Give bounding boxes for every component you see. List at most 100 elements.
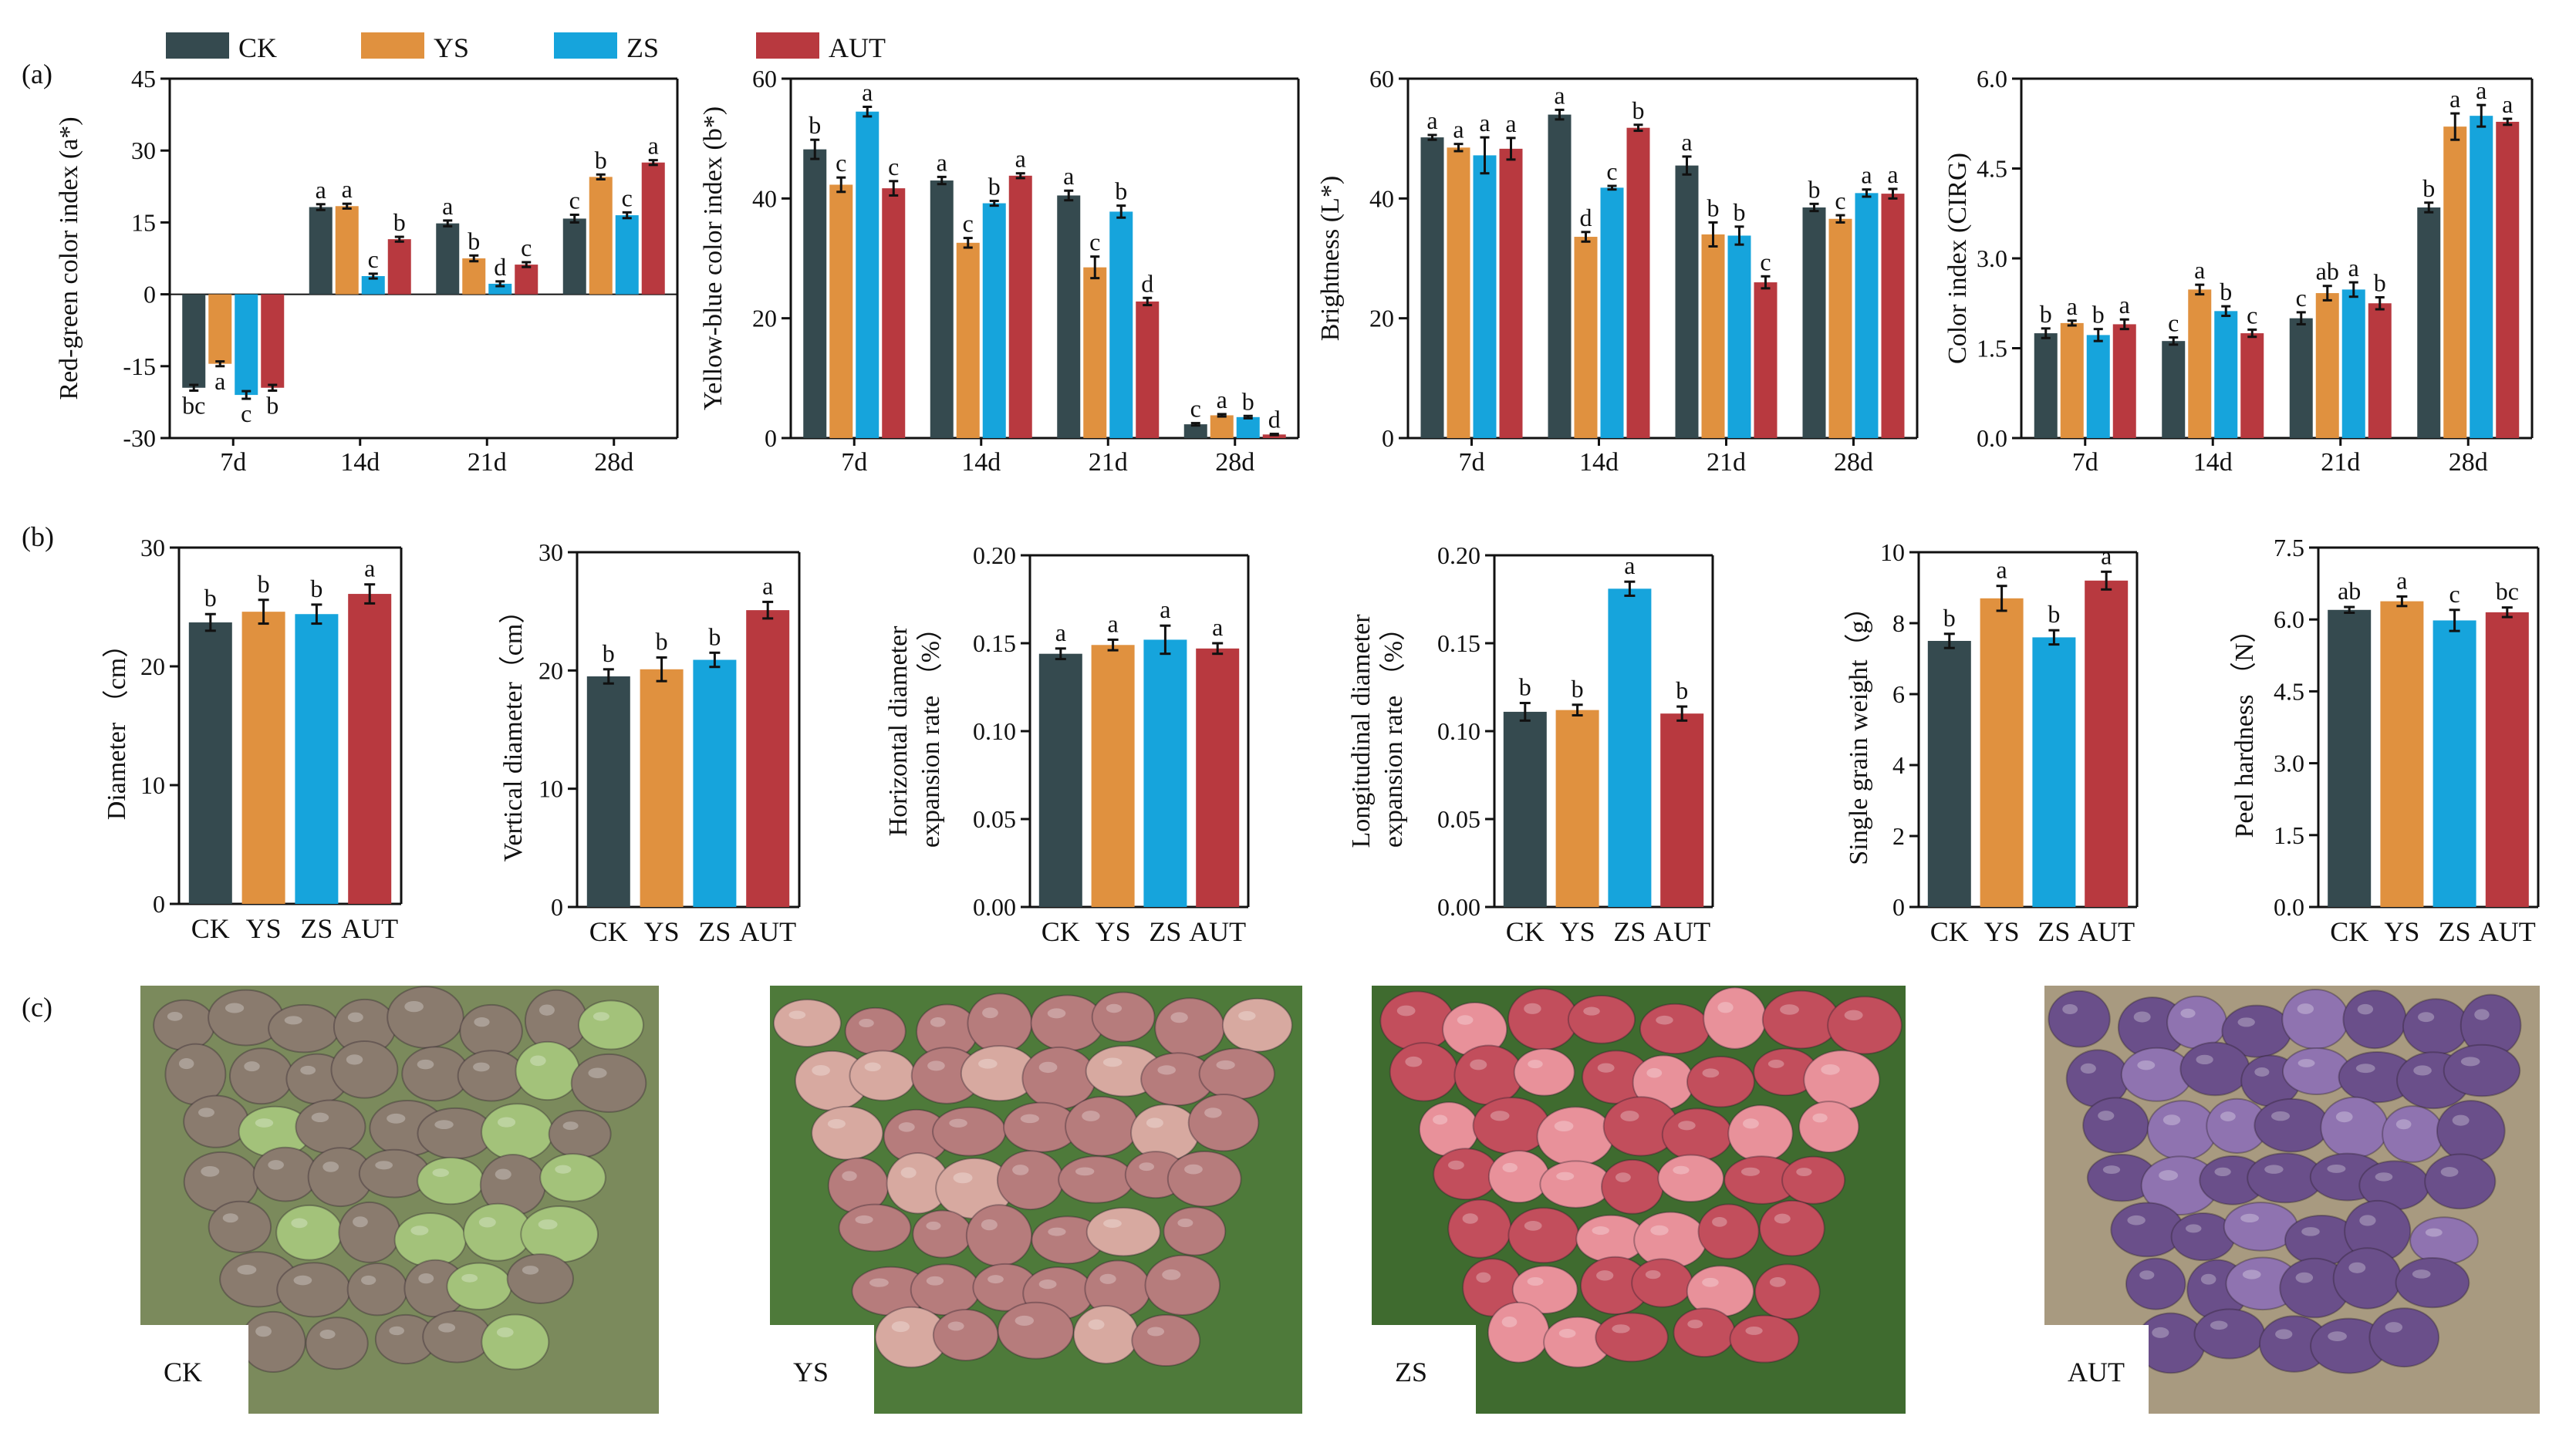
berry-highlight [300, 1065, 316, 1075]
bar-ck [182, 294, 206, 388]
berry-highlight [555, 1165, 572, 1174]
bar-zs [361, 275, 385, 295]
berry-highlight [2186, 1224, 2202, 1233]
berry-highlight [1527, 1276, 1544, 1286]
grape-berry [2424, 1153, 2497, 1210]
y-axis-label: Diameter （cm） [102, 632, 131, 821]
berry-highlight [2301, 1227, 2320, 1236]
significance-letter: a [1055, 619, 1066, 646]
y-tick-label: 30 [140, 534, 165, 561]
chart-1: -30 -15 0 15 30 45 Red-green color index (a*) 7… [55, 65, 679, 477]
berry-highlight [530, 1055, 546, 1067]
grape-berry [1686, 1056, 1755, 1108]
berry-highlight [1204, 1108, 1222, 1118]
berry-highlight [2159, 1170, 2179, 1181]
berry-highlight [1470, 1059, 1487, 1070]
chart-6: 0 10 20 30 Vertical diameter（cm） b CK b YS b ZS a AU… [498, 538, 801, 947]
berry-highlight [2152, 1327, 2169, 1338]
berry-highlight [497, 1117, 516, 1128]
berry-highlight [930, 1017, 946, 1027]
grape-berry [240, 1310, 306, 1374]
berry-highlight [478, 1217, 496, 1228]
grape-berry [1058, 1155, 1135, 1204]
y-axis-label: Longitudinal diameter [1347, 614, 1376, 848]
berry-highlight [898, 1122, 915, 1132]
berry-highlight [2254, 1067, 2270, 1077]
significance-letter: b [1808, 175, 1821, 203]
berry-highlight [404, 1000, 424, 1013]
berry-highlight [1702, 1277, 1719, 1287]
panel-label-b: (b) [22, 521, 54, 552]
berry-highlight [496, 1327, 514, 1337]
significance-letter: a [214, 367, 225, 395]
bar-zs [2341, 289, 2365, 438]
berry-highlight [1139, 1162, 1154, 1172]
x-tick-label: YS [2384, 916, 2419, 947]
x-tick-label: CK [1042, 916, 1080, 947]
significance-letter: c [963, 210, 974, 238]
berry-highlight [198, 1108, 214, 1118]
berry-highlight [1015, 1315, 1035, 1326]
berry-highlight [2275, 1329, 2293, 1340]
grape-berry [2166, 995, 2227, 1050]
berry-highlight [2196, 1054, 2213, 1065]
berry-highlight [222, 1213, 238, 1223]
significance-letter: a [1996, 556, 2007, 584]
berry-highlight [1157, 1065, 1177, 1075]
photo-label: CK [164, 1357, 202, 1387]
berry-highlight [244, 1061, 260, 1072]
berry-highlight [1147, 1327, 1165, 1337]
x-tick-label: 14d [2193, 448, 2233, 477]
grape-berry [481, 1313, 550, 1371]
significance-letter: a [316, 176, 326, 204]
bar-ck [188, 622, 232, 904]
bar-ys [1447, 147, 1470, 439]
bar-ys [2315, 293, 2339, 438]
x-tick-label: ZS [2038, 916, 2070, 947]
berry-highlight [2474, 1009, 2490, 1020]
significance-letter: a [1426, 106, 1437, 134]
legend-label-ys: YS [434, 32, 469, 63]
berry-highlight [1650, 1225, 1669, 1236]
berry-highlight [2440, 1167, 2459, 1177]
berry-highlight [2139, 1270, 2155, 1280]
berry-highlight [982, 1007, 998, 1019]
berry-highlight [1645, 1270, 1661, 1279]
significance-letter: a [2119, 291, 2130, 319]
y-axis-label: Vertical diameter（cm） [498, 598, 528, 862]
bar-aut [1660, 713, 1704, 907]
bar-aut [882, 188, 906, 438]
y-tick-label: 0.10 [973, 717, 1016, 745]
bar-ck [2417, 207, 2441, 438]
bar-ys [1083, 267, 1107, 438]
bar-ck [930, 180, 954, 439]
bar-ck [2289, 318, 2313, 438]
bar-zs [488, 283, 512, 295]
berry-highlight [1592, 1226, 1609, 1236]
berry-highlight [361, 1275, 376, 1285]
y-tick-label: 0 [765, 424, 777, 452]
berry-highlight [1099, 1273, 1116, 1284]
significance-letter: c [1190, 395, 1201, 423]
significance-letter: b [1734, 198, 1746, 226]
y-tick-label: 7.5 [2274, 534, 2304, 561]
berry-highlight [1501, 1317, 1518, 1328]
x-tick-label: 21d [1707, 448, 1746, 477]
berry-highlight [2425, 1228, 2443, 1237]
x-tick-label: AUT [2479, 916, 2536, 947]
berry-highlight [461, 1273, 478, 1283]
photo-caption-box [2041, 1325, 2149, 1414]
bar-ck [586, 676, 630, 907]
bar-aut [1499, 148, 1523, 438]
significance-letter: a [762, 571, 773, 599]
y-tick-label: 30 [538, 538, 563, 566]
berry-highlight [593, 1012, 609, 1021]
y-tick-label: 10 [140, 771, 165, 799]
grape-berry [2254, 1097, 2330, 1153]
berry-highlight [1184, 1164, 1203, 1175]
berry-highlight [1743, 1118, 1759, 1129]
berry-highlight [410, 1226, 429, 1236]
y-tick-label: 0.15 [1437, 629, 1480, 657]
grape-berry [422, 1310, 492, 1364]
significance-letter: b [1707, 194, 1720, 221]
